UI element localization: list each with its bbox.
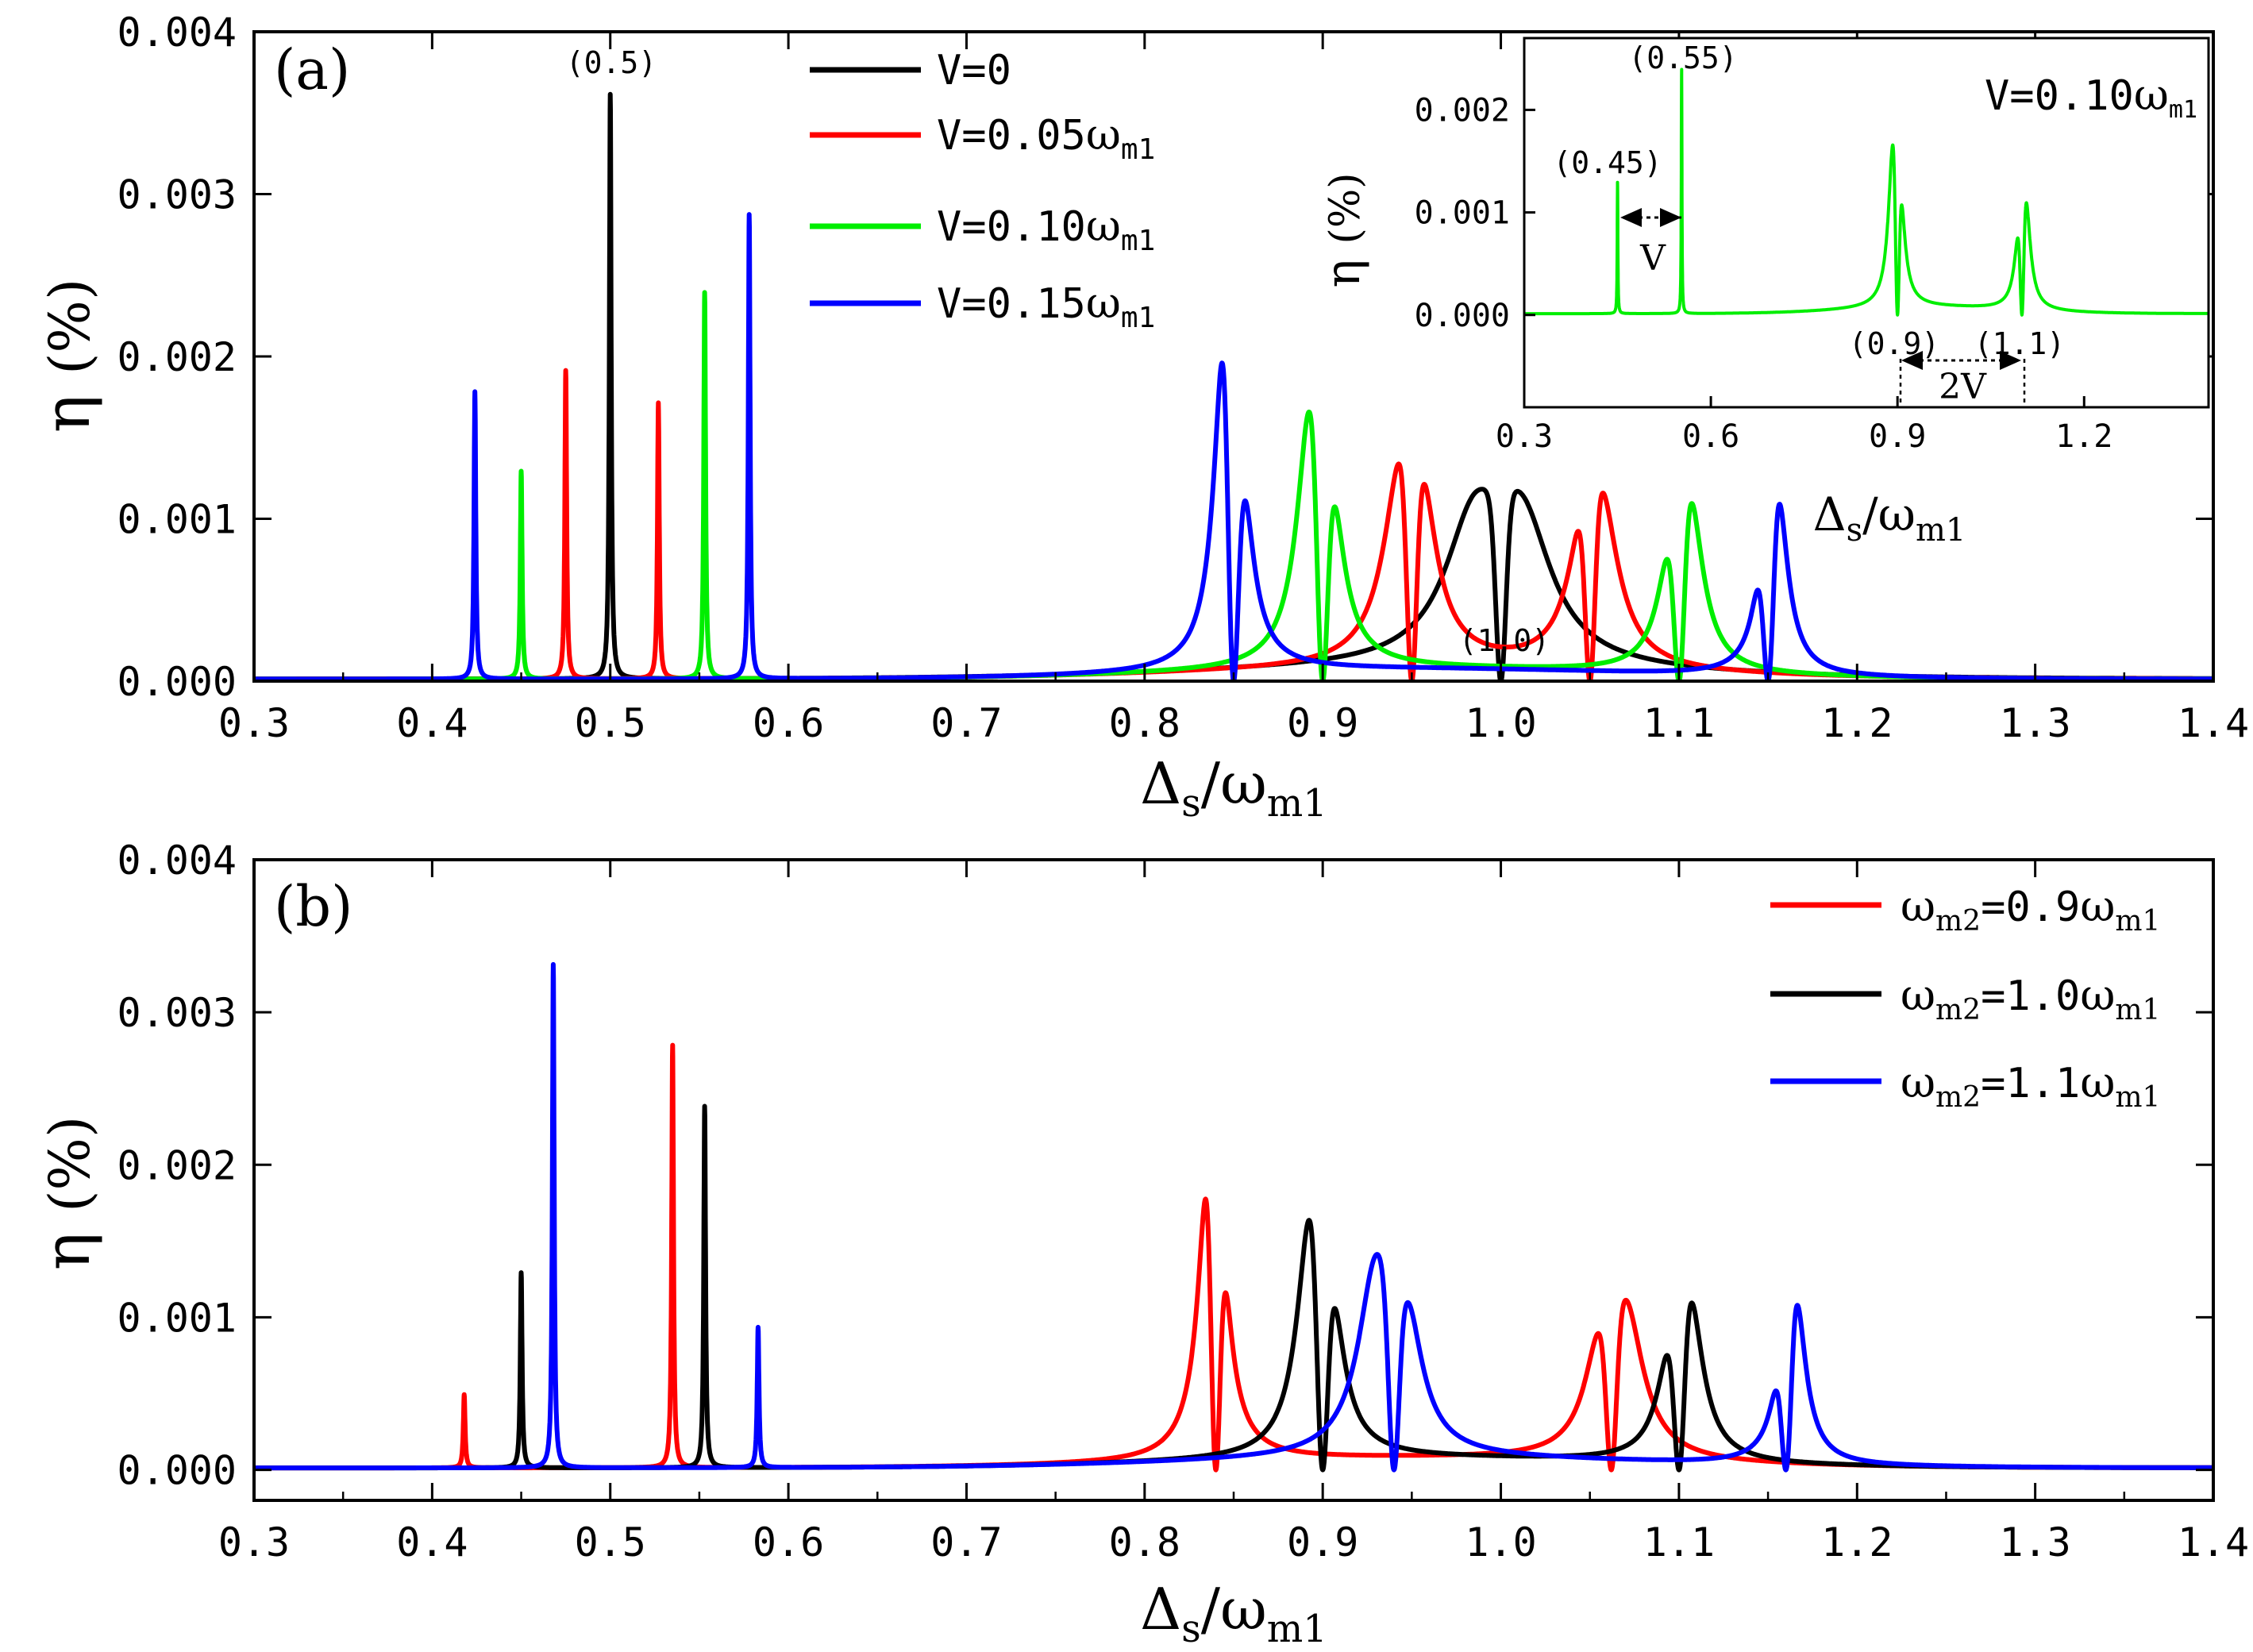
- b-ytick-label-2: 0.002: [117, 1142, 237, 1188]
- panel-a: 0.3 0.4 0.5 0.6 0.7 0.8 0.9 1.0 1.1 1.2 1.3 1.4 0.0…: [30, 10, 2249, 826]
- legend-label-wm2-09: ωm2=0.9ωm1: [1901, 881, 2160, 938]
- a-xtick-label-7: 1.0: [1465, 700, 1536, 746]
- a-xtick-label-3: 0.6: [753, 700, 824, 746]
- panel-a-xlabel: Δs/ωm1: [1140, 750, 1327, 826]
- panel-a-y-ticks: 0.000 0.001 0.002 0.003 0.004: [117, 10, 2213, 705]
- inset-annotation-0.9: (0.9): [1849, 326, 1939, 361]
- inset-annotation-0.55: (0.55): [1628, 40, 1737, 75]
- a-ytick-label-0: 0.000: [117, 659, 237, 705]
- a-xtick-label-1: 0.4: [396, 700, 468, 746]
- percent-unit: (%): [37, 279, 102, 375]
- b-ytick-label-1: 0.001: [117, 1295, 237, 1341]
- b-xtick-label-9: 1.2: [1821, 1519, 1893, 1565]
- panel-b-x-ticks: 0.3 0.4 0.5 0.6 0.7 0.8 0.9 1.0 1.1 1.2 1.3 1.4: [218, 860, 2249, 1565]
- panel-b-series-group: [254, 961, 2213, 1473]
- a-series-3: [254, 212, 2213, 681]
- b-series-0: [254, 1042, 2213, 1473]
- a-xtick-label-0: 0.3: [218, 700, 290, 746]
- omega-symbol: ω: [1220, 750, 1267, 817]
- i-series-0: [1524, 67, 2209, 317]
- inset-annotation-0.45: (0.45): [1553, 145, 1662, 180]
- panel-b-legend: ωm2=0.9ωm1 ωm2=1.0ωm1 ωm2=1.1ωm1: [1770, 881, 2160, 1114]
- b-ytick-label-0: 0.000: [117, 1448, 237, 1494]
- svg-text:η (%): η (%): [1315, 172, 1371, 287]
- b-xtick-label-8: 1.1: [1643, 1519, 1715, 1565]
- panel-a-series-group: [254, 91, 2213, 681]
- b-xtick-label-6: 0.9: [1287, 1519, 1358, 1565]
- i-xtick-label-1: 0.6: [1682, 418, 1739, 455]
- panel-b-ylabel: η (%): [30, 1116, 104, 1271]
- b-xtick-label-10: 1.3: [1999, 1519, 2070, 1565]
- b-xtick-label-7: 1.0: [1465, 1519, 1536, 1565]
- a-xtick-label-8: 1.1: [1643, 700, 1715, 746]
- sub-s: s: [1181, 781, 1201, 826]
- a-xtick-label-11: 1.4: [2178, 700, 2249, 746]
- a-ytick-label-2: 0.002: [117, 334, 237, 380]
- i-xtick-label-3: 1.2: [2055, 418, 2112, 455]
- inset-xlabel: Δs/ωm1: [1813, 487, 1966, 549]
- a-ytick-label-3: 0.003: [117, 172, 237, 218]
- eta-symbol: η: [30, 395, 104, 433]
- delta-symbol: Δ: [1140, 750, 1181, 817]
- panel-b-xlabel: Δs/ωm1: [1140, 1576, 1327, 1651]
- inset-annotation-1.1: (1.1): [1974, 326, 2065, 361]
- sub-m1: m1: [1267, 781, 1327, 826]
- b-series-2: [254, 961, 2213, 1473]
- b-xtick-label-3: 0.6: [753, 1519, 824, 1565]
- slash: /: [1201, 750, 1221, 817]
- b-ytick-label-3: 0.003: [117, 990, 237, 1036]
- a-ytick-label-1: 0.001: [117, 497, 237, 543]
- inset-ylabel: η (%): [1315, 172, 1371, 287]
- b-xtick-label-11: 1.4: [2178, 1519, 2249, 1565]
- panel-b-frame: [252, 858, 2215, 1502]
- i-ytick-label-1: 0.001: [1415, 195, 1510, 232]
- panel-a-ylabel: η (%): [30, 279, 104, 433]
- b-xtick-label-2: 0.5: [575, 1519, 646, 1565]
- panel-b-y-ticks: 0.000 0.001 0.002 0.003 0.004: [117, 838, 2213, 1494]
- b-xtick-label-5: 0.8: [1109, 1519, 1180, 1565]
- svg-text:η (%): η (%): [30, 1116, 104, 1271]
- a-xtick-label-2: 0.5: [575, 700, 646, 746]
- inset-annotation-2v: 2V: [1939, 367, 1987, 407]
- inset-chart: 0.3 0.6 0.9 1.2 0.000 0.001 0.002 η (%) Δs/ωm…: [1315, 37, 2210, 549]
- i-ytick-label-2: 0.002: [1415, 92, 1510, 129]
- a-ytick-label-4: 0.004: [117, 10, 237, 56]
- inset-annotation-v: V: [1639, 238, 1666, 279]
- inset-y-ticks: 0.000 0.001 0.002: [1415, 92, 1535, 334]
- legend-label-wm2-11: ωm2=1.1ωm1: [1901, 1057, 2160, 1114]
- inset-x-ticks: 0.3 0.6 0.9 1.2: [1496, 396, 2112, 455]
- b-xtick-label-1: 0.4: [396, 1519, 468, 1565]
- a-xtick-label-5: 0.8: [1109, 700, 1180, 746]
- inset-label: V=0.10ωm1: [1985, 70, 2197, 124]
- panel-b: 0.3 0.4 0.5 0.6 0.7 0.8 0.9 1.0 1.1 1.2 1.3 1.4 0.0…: [30, 838, 2249, 1651]
- i-xtick-label-2: 0.9: [1869, 418, 1926, 455]
- legend-label-v0: V=0: [937, 47, 1011, 94]
- a-xtick-label-10: 1.3: [1999, 700, 2070, 746]
- legend-label-v015: V=0.15ωm1: [937, 278, 1155, 334]
- legend-label-v005: V=0.05ωm1: [937, 110, 1155, 166]
- i-ytick-label-0: 0.000: [1415, 298, 1510, 334]
- annotation-1.0: (1.0): [1459, 623, 1550, 658]
- b-ytick-label-4: 0.004: [117, 838, 237, 884]
- legend-label-v010: V=0.10ωm1: [937, 201, 1155, 257]
- panel-a-legend: V=0 V=0.05ωm1 V=0.10ωm1 V=0.15ωm1: [810, 47, 1155, 334]
- legend-label-wm2-10: ωm2=1.0ωm1: [1901, 970, 2160, 1026]
- inset-frame: [1523, 37, 2210, 409]
- a-xtick-label-9: 1.2: [1821, 700, 1893, 746]
- panel-b-label: (b): [274, 874, 352, 939]
- annotation-0.5: (0.5): [566, 45, 657, 80]
- b-xtick-label-0: 0.3: [218, 1519, 290, 1565]
- panel-a-x-ticks: 0.3 0.4 0.5 0.6 0.7 0.8 0.9 1.0 1.1 1.2 1.3 1.4: [218, 32, 2249, 746]
- i-xtick-label-0: 0.3: [1496, 418, 1553, 455]
- b-xtick-label-4: 0.7: [930, 1519, 1002, 1565]
- a-xtick-label-6: 0.9: [1287, 700, 1358, 746]
- inset-series-group: [1524, 67, 2209, 317]
- a-xtick-label-4: 0.7: [930, 700, 1002, 746]
- svg-text:η (%): η (%): [30, 279, 104, 433]
- panel-a-label: (a): [274, 37, 350, 102]
